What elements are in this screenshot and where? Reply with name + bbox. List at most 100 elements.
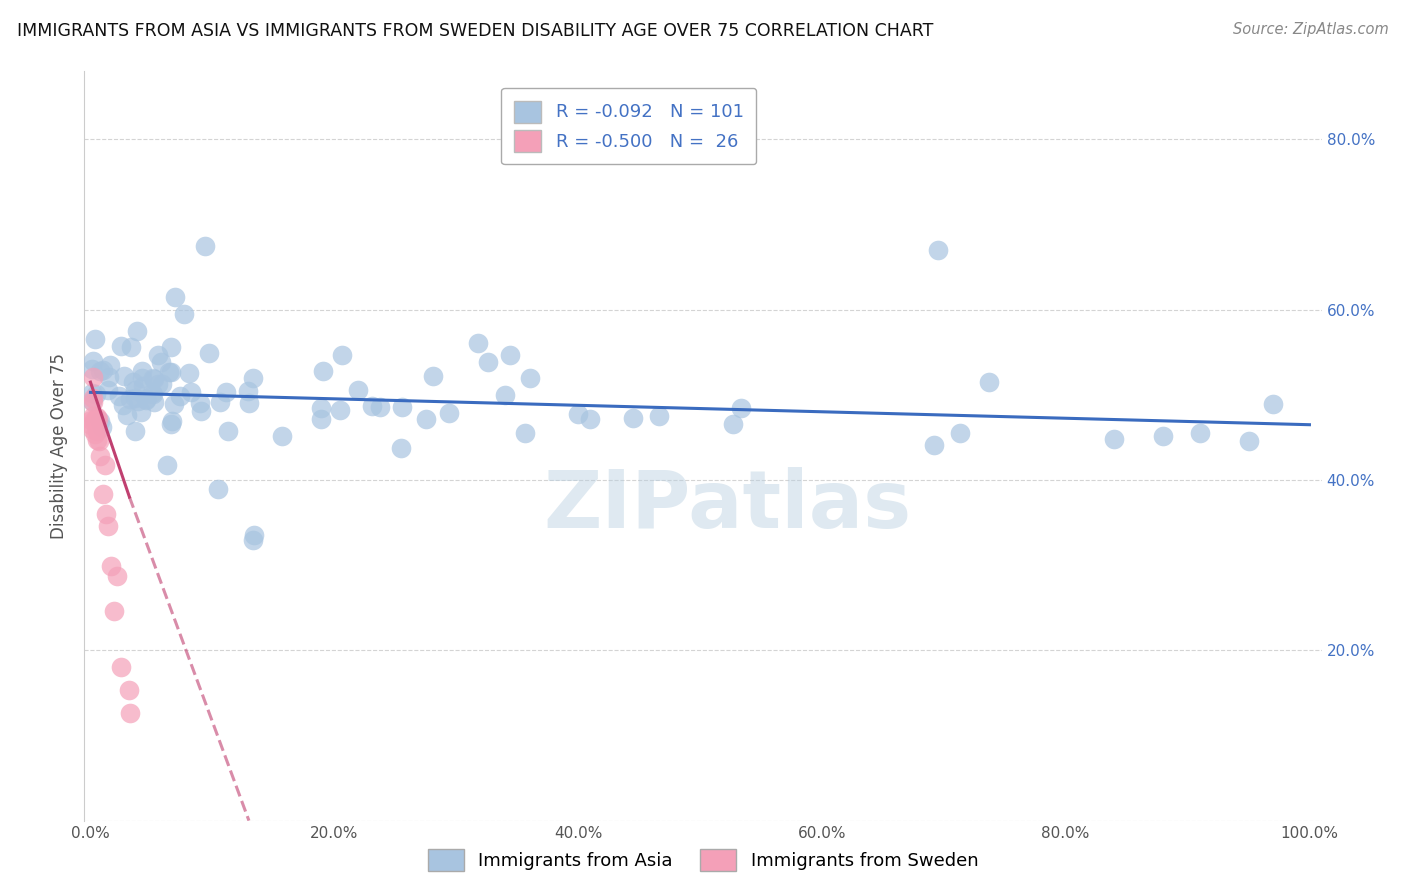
Point [131,378,153,392]
Point [190,396,212,410]
Point [242,533,264,547]
Point [157,365,180,379]
Point [127,394,149,409]
Point [238,384,260,398]
Point [1104,433,1126,447]
Point [513,426,536,441]
Point [82,394,104,409]
Point [118,706,141,720]
Point [150,376,173,391]
Point [86,424,108,438]
Point [89,434,111,448]
Point [215,385,238,400]
Legend: R = -0.092   N = 101, R = -0.500   N =  26: R = -0.092 N = 101, R = -0.500 N = 26 [502,88,756,164]
Point [120,392,142,407]
Point [242,370,264,384]
Point [83,413,105,427]
Point [330,348,353,362]
Y-axis label: Disability Age Over 75: Disability Age Over 75 [51,353,69,539]
Point [648,409,671,424]
Point [391,401,413,415]
Point [80,394,103,409]
Point [208,395,231,409]
Point [163,290,186,304]
Point [1152,429,1174,443]
Point [160,365,183,379]
Point [347,384,370,398]
Point [197,346,219,360]
Point [579,412,602,426]
Point [84,386,107,401]
Point [721,417,744,432]
Point [86,419,108,434]
Point [89,364,111,378]
Point [87,412,110,426]
Point [207,482,229,496]
Point [361,399,384,413]
Point [142,387,165,401]
Point [100,558,122,573]
Point [105,569,128,583]
Point [120,340,142,354]
Point [112,398,135,412]
Point [135,393,157,408]
Point [190,403,212,417]
Point [329,402,352,417]
Point [131,364,153,378]
Point [141,386,163,401]
Point [160,340,183,354]
Point [415,411,437,425]
Point [91,487,114,501]
Point [86,434,108,448]
Point [979,375,1001,389]
Point [467,335,489,350]
Point [922,438,945,452]
Point [115,408,138,422]
Point [519,371,541,385]
Point [498,348,520,362]
Point [242,528,264,542]
Point [1188,425,1211,440]
Point [927,243,949,257]
Point [83,426,105,441]
Point [98,370,121,384]
Point [143,395,166,409]
Point [173,307,195,321]
Point [437,406,460,420]
Point [124,392,146,406]
Point [89,414,111,428]
Point [80,362,103,376]
Point [309,401,332,416]
Point [131,371,153,385]
Legend: Immigrants from Asia, Immigrants from Sweden: Immigrants from Asia, Immigrants from Sw… [420,842,986,879]
Point [82,409,104,424]
Point [107,389,129,403]
Text: ZIPatlas: ZIPatlas [544,467,912,545]
Point [143,372,166,386]
Point [238,396,260,410]
Point [82,370,104,384]
Point [91,363,114,377]
Point [949,425,972,440]
Point [124,383,146,397]
Point [97,383,120,397]
Point [118,683,141,698]
Point [110,339,132,353]
Point [97,519,120,533]
Point [94,507,117,521]
Point [621,411,644,425]
Text: Source: ZipAtlas.com: Source: ZipAtlas.com [1233,22,1389,37]
Point [103,603,125,617]
Point [89,450,111,464]
Point [129,405,152,419]
Point [156,458,179,473]
Point [110,660,132,674]
Point [149,355,172,369]
Point [146,347,169,361]
Point [477,355,499,369]
Text: IMMIGRANTS FROM ASIA VS IMMIGRANTS FROM SWEDEN DISABILITY AGE OVER 75 CORRELATIO: IMMIGRANTS FROM ASIA VS IMMIGRANTS FROM … [17,22,934,40]
Point [84,332,107,346]
Point [160,417,183,431]
Point [135,392,157,406]
Point [1261,397,1284,411]
